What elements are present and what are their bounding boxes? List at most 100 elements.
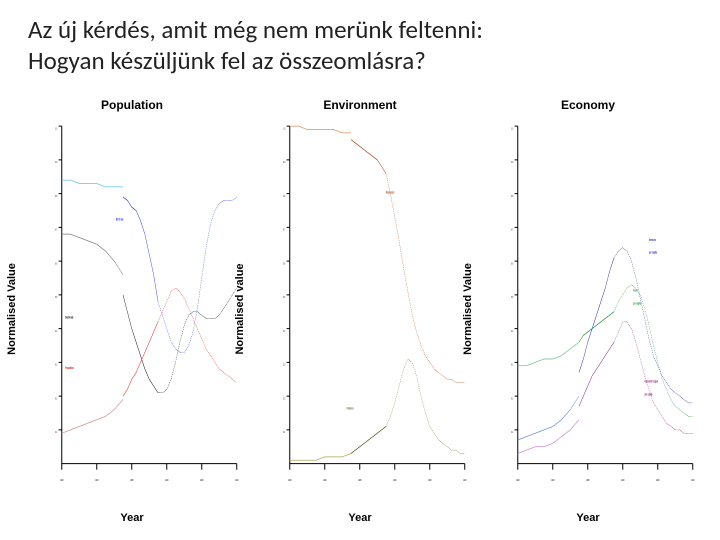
panel-population: PopulationNormalised ValueYear0.10.20.30… — [20, 96, 244, 522]
svg-text:0.5: 0.5 — [55, 296, 58, 300]
svg-text:2100: 2100 — [235, 479, 239, 483]
svg-text:0.7: 0.7 — [55, 228, 58, 232]
svg-text:0.8: 0.8 — [283, 194, 286, 198]
svg-text:0.2: 0.2 — [55, 397, 58, 401]
svg-text:0.7: 0.7 — [283, 228, 286, 232]
svg-text:1980: 1980 — [130, 479, 134, 483]
series-resources-obs — [290, 126, 351, 133]
svg-text:0.3: 0.3 — [55, 363, 58, 367]
svg-text:per capita: per capita — [649, 250, 657, 255]
svg-text:0.1: 0.1 — [511, 431, 514, 435]
series-services-proj — [614, 248, 693, 403]
svg-text:0.2: 0.2 — [283, 397, 286, 401]
svg-text:0.8: 0.8 — [55, 194, 58, 198]
svg-text:1.0: 1.0 — [55, 127, 58, 131]
svg-text:per capita: per capita — [633, 301, 641, 306]
svg-text:0.6: 0.6 — [283, 262, 286, 266]
svg-text:per capita: per capita — [645, 392, 653, 397]
chart-row: PopulationNormalised ValueYear0.10.20.30… — [20, 96, 700, 522]
series-population-proj — [158, 288, 237, 383]
svg-text:1900: 1900 — [60, 479, 64, 483]
svg-text:2100: 2100 — [691, 479, 695, 483]
svg-text:0.3: 0.3 — [511, 363, 514, 367]
svg-text:0.6: 0.6 — [511, 262, 514, 266]
series-death-rate-proj — [158, 288, 237, 393]
series-pollution-model — [351, 427, 386, 454]
y-axis-label: Normalised Value — [6, 263, 18, 355]
svg-text:2100: 2100 — [463, 479, 467, 483]
series-pollution-proj — [386, 359, 465, 454]
y-axis-label: Normalised value — [234, 263, 246, 354]
series-birth-rate-obs — [62, 180, 123, 187]
svg-text:0.9: 0.9 — [283, 161, 286, 165]
series-resources-model — [351, 140, 386, 174]
series-label-pollution-obs: Pollution — [347, 406, 354, 411]
slide-title: Az új kérdés, amit még nem merünk felten… — [28, 14, 692, 77]
svg-text:1980: 1980 — [586, 479, 590, 483]
series-label-population-model: Population — [65, 365, 74, 370]
svg-text:1.0: 1.0 — [283, 127, 286, 131]
series-label-death-rate-obs: Death rate — [65, 315, 73, 320]
svg-text:2020: 2020 — [165, 479, 169, 483]
series-birth-rate-proj — [158, 197, 237, 352]
series-death-rate-obs — [62, 234, 123, 275]
svg-text:0.3: 0.3 — [283, 363, 286, 367]
svg-text:0.1: 0.1 — [55, 431, 58, 435]
series-population-obs — [62, 400, 123, 434]
plot-svg: 0.1 0.2 0.3 0.4 0.5 0.6 0.7 0.8 0.9 1.0 1900 1940 19… — [46, 116, 242, 494]
svg-text:2020: 2020 — [393, 479, 397, 483]
series-pollution-obs — [290, 454, 351, 461]
series-services-model — [579, 258, 614, 373]
x-axis-label: Year — [20, 512, 244, 524]
svg-text:0.5: 0.5 — [511, 296, 514, 300]
slide: Az új kérdés, amit még nem merünk felten… — [0, 0, 720, 540]
title-line-2: Hogyan készüljünk fel az összeomlásra? — [28, 45, 426, 76]
panel-economy: EconomyNormalised ValueYear0.10.20.30.40… — [476, 96, 700, 522]
svg-text:1900: 1900 — [516, 479, 520, 483]
x-axis-label: Year — [248, 512, 472, 524]
series-resources-proj — [386, 173, 465, 382]
svg-text:1.0: 1.0 — [511, 127, 514, 131]
svg-text:Food: Food — [633, 288, 637, 293]
series-food-proj — [614, 285, 693, 417]
svg-text:2060: 2060 — [428, 479, 432, 483]
panel-title: Population — [20, 98, 244, 112]
y-axis-label: Normalised Value — [462, 263, 474, 355]
series-death-rate-model — [123, 295, 158, 393]
panel-title: Economy — [476, 98, 700, 112]
series-birth-rate-model — [123, 197, 158, 302]
svg-text:1940: 1940 — [323, 479, 327, 483]
svg-text:0.6: 0.6 — [55, 262, 58, 266]
series-industrial-model — [579, 342, 614, 406]
svg-text:0.9: 0.9 — [511, 161, 514, 165]
series-food-obs — [518, 342, 579, 366]
svg-text:2020: 2020 — [621, 479, 625, 483]
svg-text:2060: 2060 — [200, 479, 204, 483]
svg-text:1900: 1900 — [288, 479, 292, 483]
panel-environment: EnvironmentNormalised valueYear0.10.20.3… — [248, 96, 472, 522]
svg-text:Industrial Output: Industrial Output — [645, 379, 658, 384]
svg-text:0.4: 0.4 — [55, 329, 58, 333]
svg-text:0.9: 0.9 — [55, 161, 58, 165]
svg-text:0.5: 0.5 — [283, 296, 286, 300]
svg-text:1940: 1940 — [551, 479, 555, 483]
svg-text:Services: Services — [649, 237, 656, 242]
plot-svg: 0.1 0.2 0.3 0.4 0.5 0.6 0.7 0.8 0.9 1.0 1900 1940 19… — [274, 116, 470, 494]
series-services-obs — [518, 396, 579, 440]
series-industrial-proj — [614, 322, 693, 433]
svg-text:2060: 2060 — [656, 479, 660, 483]
svg-text:1980: 1980 — [358, 479, 362, 483]
svg-text:0.7: 0.7 — [511, 228, 514, 232]
svg-text:0.4: 0.4 — [283, 329, 286, 333]
svg-text:0.2: 0.2 — [511, 397, 514, 401]
svg-text:0.1: 0.1 — [283, 431, 286, 435]
x-axis-label: Year — [476, 512, 700, 524]
series-label-birth-rate-obs: Birth rate — [116, 217, 124, 222]
svg-text:1940: 1940 — [95, 479, 99, 483]
series-food-model — [579, 312, 614, 342]
plot-svg: 0.1 0.2 0.3 0.4 0.5 0.6 0.7 0.8 0.9 1.0 1900 1940 19… — [502, 116, 698, 494]
title-line-1: Az új kérdés, amit még nem merünk felten… — [28, 14, 483, 45]
panel-title: Environment — [248, 98, 472, 112]
svg-text:0.4: 0.4 — [511, 329, 514, 333]
svg-text:0.8: 0.8 — [511, 194, 514, 198]
